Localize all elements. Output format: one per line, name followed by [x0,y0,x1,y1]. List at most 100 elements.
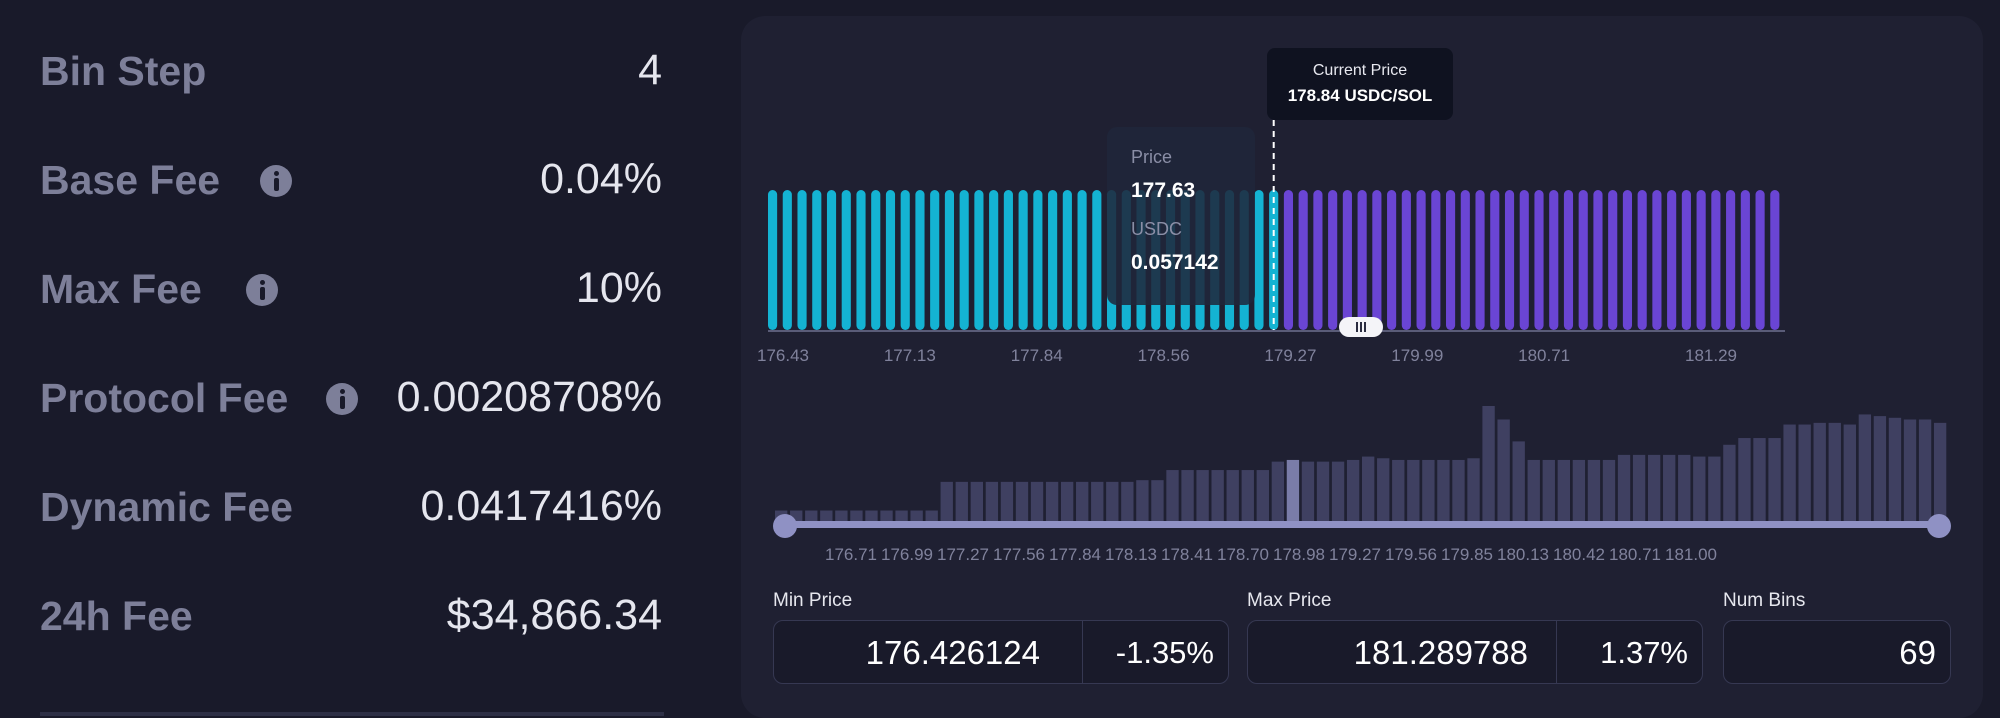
liquidity-bar [1030,481,1044,524]
hover-token-label: USDC [1131,219,1183,239]
bin-step-row: Bin Step 4 [40,40,662,100]
liquidity-tick-label: 176.71 [825,545,877,564]
info-icon[interactable] [260,165,292,197]
sol-bin-bar [1549,190,1559,330]
liquidity-bar [1452,459,1465,524]
liquidity-bar [1753,438,1766,524]
liquidity-bar [1136,480,1149,524]
base-fee-row: Base Fee 0.04% [40,149,662,209]
liquidity-bar [1903,419,1917,524]
liquidity-bar [1572,459,1586,524]
liquidity-bar [1362,456,1375,524]
liquidity-tick-label: 180.71 [1609,545,1661,564]
min-price-label: Min Price [773,590,853,611]
liquidity-bar [1798,424,1811,524]
usdc-bin-bar [812,190,822,330]
dynamic-fee-row: Dynamic Fee 0.0417416% [40,476,662,536]
liquidity-bar [805,510,818,524]
usdc-bin-bar [1003,190,1013,330]
price-tick-label: 179.27 [1264,346,1316,365]
liquidity-bar [1587,459,1601,524]
sol-bin-bar [1667,190,1677,330]
liquidity-tick-label: 177.27 [937,545,989,564]
liquidity-bar [1888,417,1902,524]
liquidity-bar [1015,481,1029,524]
liquidity-bar [1512,441,1525,524]
num-bins-label: Num Bins [1723,590,1806,611]
liquidity-bar [1076,481,1089,524]
sol-bin-bar [1416,190,1426,330]
liquidity-bar [1708,456,1721,524]
liquidity-bar [1738,438,1751,524]
info-icon[interactable] [326,383,358,415]
sol-bin-bar [1681,190,1691,330]
liquidity-tick-label: 179.85 [1441,545,1493,564]
dynamic-fee-label: Dynamic Fee [40,484,293,530]
usdc-bin-bar [1033,190,1043,330]
liquidity-bar [1181,470,1194,524]
range-min-handle[interactable] [773,514,797,538]
liquidity-bar [1783,424,1796,524]
current-price-value: 178.84 USDC/SOL [1287,86,1433,105]
sol-bin-bar [1401,190,1411,330]
liquidity-bar [1723,444,1736,524]
max-price-input[interactable]: 181.289788 [1248,621,1542,683]
liquidity-bar [1151,480,1164,524]
liquidity-bar [1918,419,1932,524]
liquidity-bar [940,481,953,524]
liquidity-bar [1226,470,1239,524]
min-price-percent[interactable]: -1.35% [1115,635,1214,670]
sol-bin-bar [1313,190,1323,330]
liquidity-bar [1301,461,1315,524]
sol-bin-bar [1504,190,1515,330]
max-price-field: 181.289788 1.37% [1247,620,1703,684]
usdc-bin-bar [974,190,984,330]
field-separator [1082,621,1083,683]
hover-price-label: Price [1131,147,1173,167]
max-price-percent[interactable]: 1.37% [1600,635,1688,670]
usdc-bin-bar [797,190,807,330]
sol-bin-bar [1534,190,1544,330]
usdc-bin-bar [1077,190,1087,330]
base-fee-value: 0.04% [540,155,662,203]
liquidity-chart: 176.43 177.13 177.84 178.56 179.27 179.99 180.… [757,120,1951,564]
liquidity-bar [1060,481,1074,524]
num-bins-field[interactable]: 69 [1723,620,1951,684]
info-icon[interactable] [246,274,278,306]
usdc-bin-bar [1092,190,1102,330]
day-fee-value: $34,866.34 [446,591,662,639]
sol-bin-bar [1475,190,1485,330]
range-slider-track[interactable] [785,521,1939,528]
liquidity-bar [1678,454,1691,524]
liquidity-bar [1166,470,1179,524]
sol-bin-bar [1593,190,1603,330]
liquidity-tick-label: 177.84 [1049,545,1101,564]
hover-price-value: 177.63 [1131,179,1196,202]
sol-bin-bar [1770,190,1780,330]
range-max-handle[interactable] [1927,514,1951,538]
num-bins-value[interactable]: 69 [1899,634,1936,671]
liquidity-bar [1256,470,1269,524]
liquidity-bar [1527,459,1540,524]
liquidity-bar [1091,481,1104,524]
usdc-bin-bar [1269,190,1279,330]
min-price-input[interactable]: 176.426124 [774,621,1054,683]
liquidity-tick-label: 180.42 [1553,545,1605,564]
liquidity-bar [1647,454,1661,524]
liquidity-bar [880,510,893,524]
liquidity-bar [1843,424,1856,524]
usdc-bin-bar [944,190,955,330]
protocol-fee-label: Protocol Fee [40,375,289,421]
liquidity-bar [1437,459,1450,524]
liquidity-bar [1045,481,1059,524]
sol-bin-bar [1490,190,1500,330]
sol-bin-bar [1578,190,1588,330]
liquidity-bar [1377,458,1390,524]
price-tick-label: 178.56 [1138,346,1190,365]
protocol-fee-row: Protocol Fee 0.00208708% [40,367,662,427]
usdc-bin-bar [900,190,910,330]
usdc-bin-bar [885,190,896,330]
liquidity-tick-label: 178.13 [1105,545,1157,564]
active-bin-handle[interactable] [1339,317,1383,337]
bin-step-label: Bin Step [40,48,207,94]
